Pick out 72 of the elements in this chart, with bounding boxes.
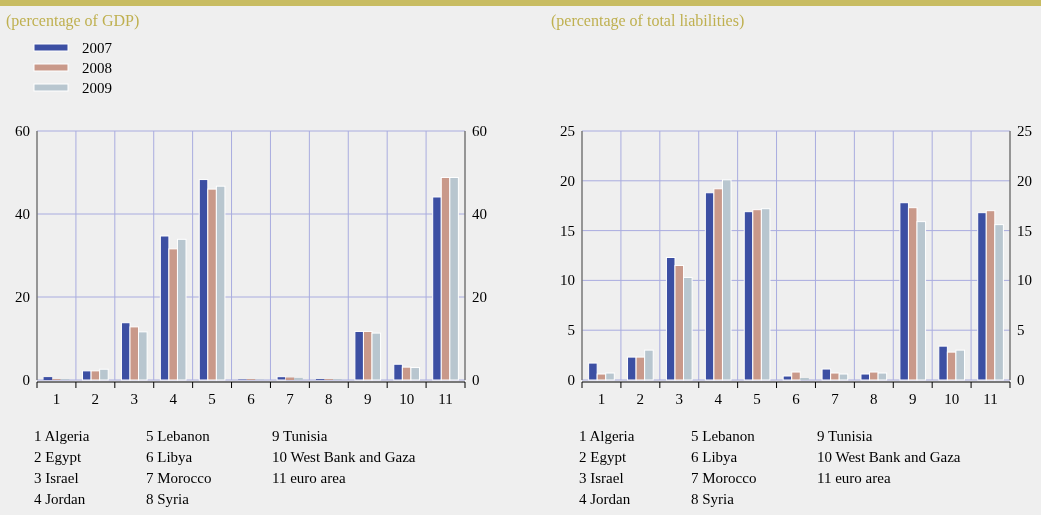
text: 10 West Bank and Gaza <box>817 449 961 465</box>
text: 8 Syria <box>691 491 735 507</box>
x-tick-label: 7 <box>831 391 840 407</box>
text: 5 Lebanon <box>146 428 211 444</box>
text: 10 West Bank and Gaza <box>272 449 416 465</box>
x-tick-label: 4 <box>169 391 178 407</box>
y-tick-label: 0 <box>22 372 30 388</box>
text: 9 Tunisia <box>817 428 873 444</box>
x-tick-label: 8 <box>325 391 333 407</box>
text: 7 Morocco <box>146 470 212 486</box>
x-tick-label: 8 <box>870 391 878 407</box>
y-tick-label: 40 <box>15 206 30 222</box>
y-tick-label: 15 <box>560 222 575 239</box>
y2-tick-label: 20 <box>1017 172 1032 189</box>
bar <box>43 377 53 380</box>
x-tick-label: 6 <box>247 391 256 407</box>
y2-tick-label: 60 <box>472 123 487 139</box>
x-tick-label: 5 <box>208 391 216 407</box>
text: 3 Israel <box>34 470 79 486</box>
chart-title: (percentage of GDP) <box>6 12 140 30</box>
x-tick-label: 10 <box>399 391 415 407</box>
x-tick-label: 1 <box>597 391 606 407</box>
y2-tick-label: 15 <box>1017 222 1032 239</box>
x-tick-label: 7 <box>286 391 295 407</box>
y2-tick-label: 5 <box>1017 322 1025 339</box>
text: 9 Tunisia <box>272 428 328 444</box>
y-tick-label: 25 <box>560 123 575 139</box>
text: 2 Egypt <box>34 449 82 465</box>
x-tick-label: 4 <box>714 391 723 407</box>
x-tick-label: 11 <box>438 391 453 407</box>
bar <box>294 377 303 380</box>
text: 3 Israel <box>579 470 624 486</box>
x-tick-label: 11 <box>983 391 998 407</box>
chart-title: (percentage of total liabilities) <box>551 12 745 30</box>
text: 11 euro area <box>272 470 346 486</box>
text: 4 Jordan <box>34 491 86 507</box>
text: 6 Libya <box>691 449 738 465</box>
y2-tick-label: 25 <box>1017 123 1032 139</box>
y-tick-label: 20 <box>560 172 575 189</box>
y-tick-label: 10 <box>560 272 575 289</box>
x-tick-label: 3 <box>675 391 684 407</box>
x-tick-label: 9 <box>908 391 917 407</box>
x-tick-label: 6 <box>792 391 801 407</box>
y-tick-label: 0 <box>567 372 575 388</box>
text: 11 euro area <box>817 470 891 486</box>
text: 7 Morocco <box>691 470 757 486</box>
text: 1 Algeria <box>34 428 90 444</box>
x-tick-label: 10 <box>944 391 960 407</box>
text: 1 Algeria <box>579 428 635 444</box>
text: 5 Lebanon <box>691 428 756 444</box>
x-tick-label: 5 <box>753 391 761 407</box>
x-tick-label: 3 <box>130 391 139 407</box>
x-tick-label: 2 <box>91 391 100 407</box>
y-tick-label: 60 <box>15 123 30 139</box>
x-tick-label: 9 <box>363 391 372 407</box>
x-tick-label: 1 <box>52 391 61 407</box>
y2-tick-label: 20 <box>472 289 487 305</box>
text: 2 Egypt <box>579 449 627 465</box>
text: 8 Syria <box>146 491 190 507</box>
legend-label: 2007 <box>82 40 113 56</box>
y2-tick-label: 0 <box>472 372 480 388</box>
y2-tick-label: 0 <box>1017 372 1025 388</box>
text: 6 Libya <box>146 449 193 465</box>
bar <box>276 376 287 381</box>
y2-tick-label: 40 <box>472 206 487 222</box>
y-tick-label: 20 <box>15 289 30 305</box>
y2-tick-label: 10 <box>1017 272 1032 289</box>
x-tick-label: 2 <box>636 391 645 407</box>
text: 4 Jordan <box>579 491 631 507</box>
legend-label: 2008 <box>82 60 112 76</box>
y-tick-label: 5 <box>567 322 575 339</box>
legend-label: 2009 <box>82 80 112 96</box>
